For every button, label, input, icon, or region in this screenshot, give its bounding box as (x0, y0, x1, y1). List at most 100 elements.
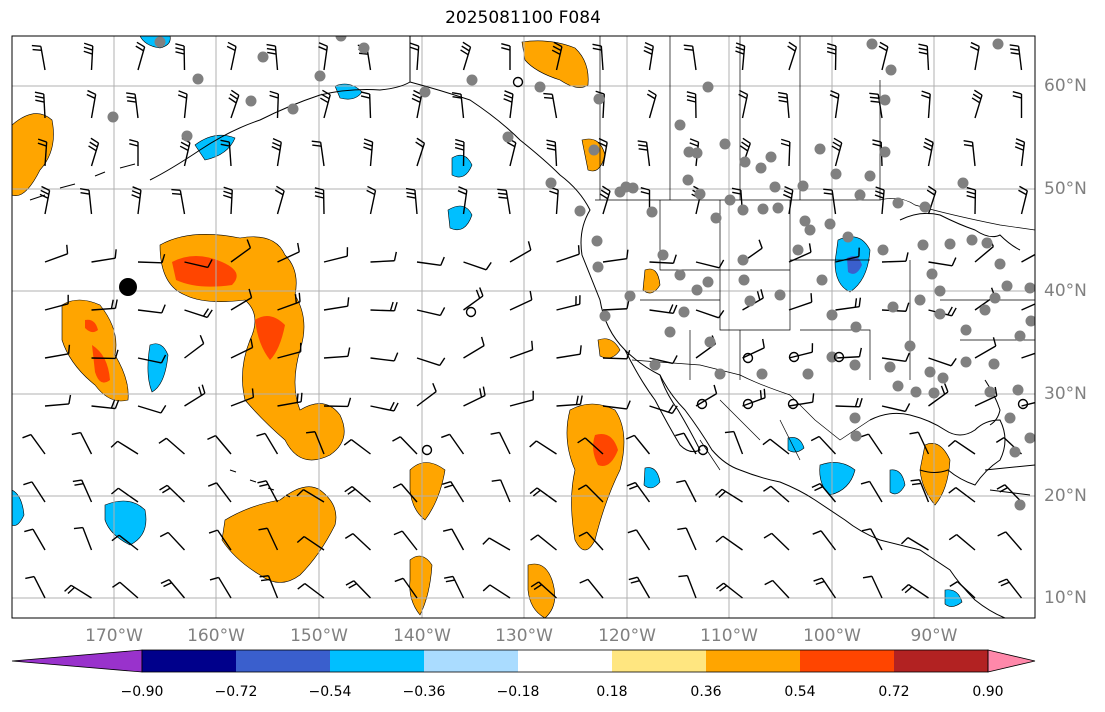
wind-barb (829, 90, 840, 119)
anomaly-region-strong (85, 319, 110, 383)
station-dot (979, 304, 991, 316)
wind-barb (463, 287, 484, 311)
wind-barb (91, 349, 119, 360)
station-dot (1004, 412, 1016, 424)
wind-barb (230, 388, 255, 407)
wind-barb (1021, 253, 1035, 263)
wind-barb (271, 137, 282, 167)
hawaii-islands (229, 469, 291, 498)
station-dot (849, 412, 861, 424)
wind-barb (763, 485, 790, 503)
station-dot (757, 203, 769, 215)
wind-barb (175, 43, 186, 71)
wind-barb (556, 395, 583, 407)
wind-barb (72, 479, 93, 503)
station-dot (879, 94, 891, 106)
station-dot (466, 74, 478, 86)
wind-barb (441, 433, 465, 455)
anomaly-region (447, 205, 473, 231)
longitude-label: 100°W (803, 626, 861, 646)
wind-barb (1012, 90, 1023, 118)
wind-barb (649, 355, 678, 365)
wind-barb (780, 138, 791, 167)
wind-barb (1021, 401, 1035, 407)
wind-barb (813, 577, 837, 599)
station-dot (592, 261, 604, 273)
wind-barb (220, 139, 232, 167)
wind-barb (602, 350, 631, 360)
political-borders (409, 36, 1035, 471)
colorbar-tick-label: −0.18 (496, 684, 540, 700)
wind-barb (416, 256, 445, 267)
wind-barb (491, 479, 511, 503)
longitude-label: 90°W (910, 626, 958, 646)
wind-barb (928, 257, 957, 267)
us-canada-border (595, 198, 1035, 231)
wind-barb (266, 43, 279, 71)
wind-barb (110, 487, 139, 503)
wind-barb (874, 186, 885, 215)
wind-barb (686, 91, 697, 119)
wind-barb (137, 405, 167, 414)
station-dot (816, 274, 828, 286)
wind-barb (370, 251, 398, 263)
station-dot (674, 119, 686, 131)
wind-barb (577, 484, 604, 503)
wind-barb (444, 575, 465, 599)
station-dot (1014, 499, 1026, 511)
anomaly-region (104, 500, 147, 546)
colorbar-segment (612, 650, 706, 672)
wind-barb (305, 431, 325, 455)
wind-barb (577, 437, 604, 455)
wind-barb (787, 41, 798, 71)
station-dot (926, 268, 938, 280)
station-dot (710, 212, 722, 224)
wind-barb (509, 290, 533, 311)
longitude-label: 120°W (598, 626, 656, 646)
wind-barb (343, 438, 371, 455)
wind-barb (949, 581, 976, 599)
wind-barb (25, 575, 46, 599)
wind-barb (735, 42, 746, 71)
wind-barb (881, 403, 911, 413)
calm-markers (421, 76, 1029, 456)
station-dot (989, 292, 1001, 304)
wind-barb (676, 479, 697, 503)
colorbar-tick-label: −0.36 (402, 684, 446, 700)
caribbean (984, 464, 1035, 496)
station-dot (769, 181, 781, 193)
station-dot (850, 321, 862, 333)
longitude-label: 150°W (290, 626, 348, 646)
wind-barb (184, 384, 206, 407)
station-dot (691, 147, 703, 159)
colorbar-tick-label: 0.72 (878, 684, 910, 700)
calm-circle (833, 351, 845, 363)
wind-barb (860, 480, 883, 503)
wind-barb (529, 487, 557, 503)
anomaly-region (521, 40, 589, 88)
calm-circle (742, 398, 754, 410)
station-dot (910, 386, 922, 398)
wind-barb (998, 578, 1023, 599)
wind-barb (393, 530, 418, 551)
wind-barb (297, 582, 325, 599)
station-dot (988, 358, 1000, 370)
wind-barb (416, 307, 446, 317)
wind-barb (129, 138, 139, 166)
colorbar (11, 649, 1036, 673)
wind-barb (482, 537, 511, 551)
longitude-label: 160°W (187, 626, 245, 646)
wind-barb (73, 526, 93, 551)
wind-barb (277, 392, 303, 407)
wind-barb (974, 386, 998, 407)
wind-barb (370, 301, 398, 312)
station-dot (934, 285, 946, 297)
calm-circle (788, 351, 800, 363)
wind-barb (277, 242, 300, 263)
wind-barb (878, 41, 889, 71)
station-dot (914, 294, 926, 306)
wind-barb (207, 482, 232, 503)
anomaly-region (147, 343, 169, 393)
colorbar-tick-label: −0.72 (214, 684, 258, 700)
station-dot (755, 162, 767, 174)
